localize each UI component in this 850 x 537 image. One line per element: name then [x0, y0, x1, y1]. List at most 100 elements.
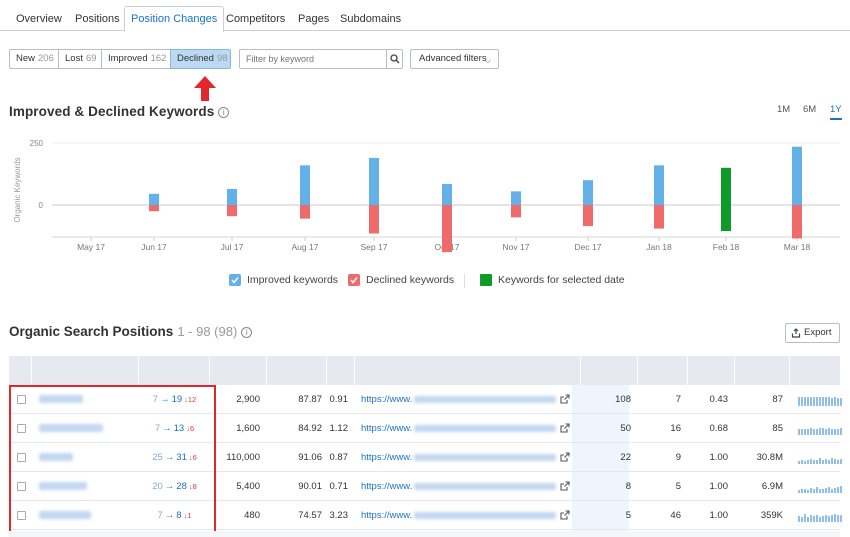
- url-link[interactable]: https://www.: [361, 394, 413, 405]
- bar-declined[interactable]: [227, 205, 237, 217]
- external-link-icon[interactable]: [560, 394, 570, 404]
- legend-declined[interactable]: Declined keywords: [348, 274, 454, 286]
- y-tick-label: 250: [30, 139, 44, 148]
- row-checkbox[interactable]: [17, 511, 26, 520]
- row-checkbox[interactable]: [17, 395, 26, 404]
- keyword-link[interactable]: [39, 395, 83, 403]
- segment-declined[interactable]: Declined 98: [170, 49, 231, 69]
- range-6m[interactable]: 6M: [803, 104, 817, 115]
- bar-declined[interactable]: [149, 205, 159, 212]
- trend-bar: [801, 489, 803, 493]
- tab-position-changes[interactable]: Position Changes: [124, 6, 225, 32]
- keyword-link[interactable]: [39, 511, 91, 519]
- tab-positions[interactable]: Positions: [75, 13, 120, 25]
- trend-bar: [831, 429, 833, 435]
- bar-selected-date[interactable]: [721, 167, 731, 205]
- bar-improved[interactable]: [227, 188, 237, 205]
- keyword-link[interactable]: [39, 424, 103, 432]
- trend-bar: [822, 489, 824, 493]
- legend-improved[interactable]: Improved keywords: [229, 274, 338, 286]
- segment-new[interactable]: New 206: [9, 49, 59, 69]
- segment-lost[interactable]: Lost 69: [58, 49, 102, 69]
- info-icon[interactable]: i: [218, 107, 230, 118]
- info-icon[interactable]: i: [241, 327, 253, 338]
- position-change: 7 → 13 ↓6: [137, 414, 212, 443]
- header-cell[interactable]: [210, 356, 267, 385]
- keyword-search: [239, 49, 403, 69]
- trend-bar: [813, 516, 815, 522]
- bar-selected-date[interactable]: [721, 205, 731, 232]
- results-cell: 87: [772, 394, 783, 405]
- export-button[interactable]: Export: [785, 323, 840, 343]
- bar-improved[interactable]: [369, 157, 379, 205]
- row-checkbox[interactable]: [17, 453, 26, 462]
- header-cell[interactable]: [32, 356, 139, 385]
- trend-bar: [831, 515, 833, 522]
- header-cell[interactable]: [139, 356, 210, 385]
- drop-value: 6: [192, 453, 197, 462]
- row-checkbox[interactable]: [17, 424, 26, 433]
- tab-subdomains[interactable]: Subdomains: [340, 13, 402, 25]
- header-cell[interactable]: [735, 356, 790, 385]
- checkbox-checked-icon: [229, 274, 241, 286]
- trend-bar: [804, 397, 806, 406]
- segment-label: Declined: [177, 53, 214, 64]
- bar-declined[interactable]: [654, 205, 664, 229]
- arrow-down-icon: ↓: [184, 395, 188, 404]
- header-cell[interactable]: [581, 356, 638, 385]
- trend-bar: [810, 515, 812, 522]
- range-1y[interactable]: 1Y: [830, 104, 842, 120]
- keyword-link[interactable]: [39, 482, 87, 490]
- position-drop: ↓8: [189, 482, 197, 491]
- url-link[interactable]: https://www.: [361, 481, 413, 492]
- bar-improved[interactable]: [300, 165, 310, 205]
- bar-declined[interactable]: [511, 205, 521, 218]
- trend-bar: [801, 429, 803, 435]
- header-cell[interactable]: [355, 356, 581, 385]
- bar-improved[interactable]: [511, 191, 521, 205]
- bar-declined[interactable]: [442, 205, 452, 253]
- trend-bar: [825, 429, 827, 435]
- trend-bar: [819, 489, 821, 493]
- segment-improved[interactable]: Improved 162: [101, 49, 171, 69]
- trend-bar: [816, 487, 818, 493]
- position-drop: ↓12: [184, 395, 196, 404]
- external-link-icon[interactable]: [560, 452, 570, 462]
- search-button[interactable]: [386, 50, 402, 68]
- range-1m[interactable]: 1M: [777, 104, 791, 115]
- external-link-icon[interactable]: [560, 423, 570, 433]
- bar-declined[interactable]: [583, 205, 593, 227]
- url-link[interactable]: https://www.: [361, 510, 413, 521]
- bar-improved[interactable]: [442, 183, 452, 205]
- search-input[interactable]: [240, 50, 386, 68]
- advanced-filters-button[interactable]: Advanced filters ⌵: [410, 49, 499, 69]
- url-link[interactable]: https://www.: [361, 423, 413, 434]
- trend-bar: [831, 458, 833, 464]
- header-cell[interactable]: [327, 356, 355, 385]
- bar-declined[interactable]: [792, 205, 802, 239]
- keyword-link[interactable]: [39, 453, 73, 461]
- bar-declined[interactable]: [369, 205, 379, 234]
- header-cell[interactable]: [638, 356, 688, 385]
- url-link[interactable]: https://www.: [361, 452, 413, 463]
- external-link-icon[interactable]: [560, 481, 570, 491]
- header-cell: [790, 356, 840, 385]
- external-link-icon[interactable]: [560, 510, 570, 520]
- row-checkbox[interactable]: [17, 482, 26, 491]
- tab-overview[interactable]: Overview: [16, 13, 62, 25]
- bar-improved[interactable]: [149, 193, 159, 205]
- trend-bar: [807, 490, 809, 493]
- header-cell[interactable]: [267, 356, 327, 385]
- bar-declined[interactable]: [300, 205, 310, 219]
- trend-bar: [819, 458, 821, 464]
- arrow-right-icon: →: [162, 423, 172, 434]
- bar-improved[interactable]: [654, 165, 664, 205]
- tab-competitors[interactable]: Competitors: [226, 13, 286, 25]
- bar-improved[interactable]: [583, 180, 593, 205]
- trend-sparkline: [798, 397, 842, 406]
- drop-value: 1: [187, 511, 192, 520]
- bar-improved[interactable]: [792, 146, 802, 205]
- header-cell[interactable]: [688, 356, 735, 385]
- arrow-right-icon: →: [164, 510, 175, 521]
- tab-pages[interactable]: Pages: [298, 13, 330, 25]
